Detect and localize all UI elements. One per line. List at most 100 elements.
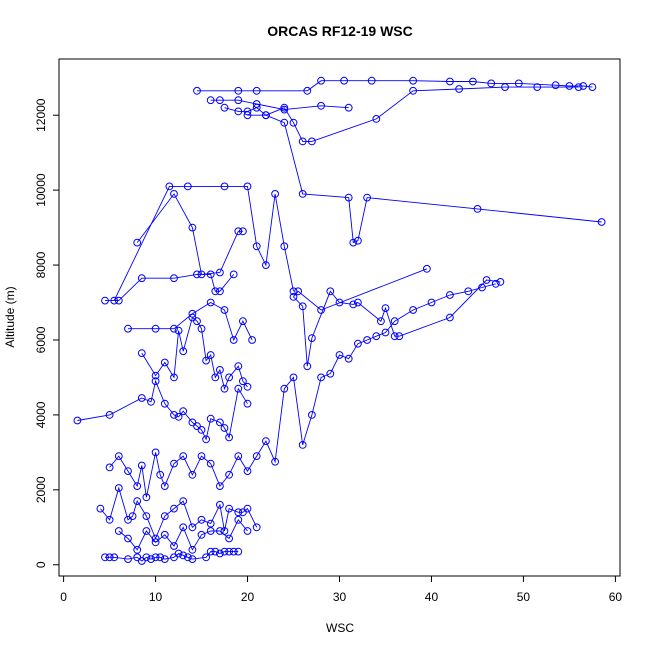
data-point (225, 373, 234, 382)
data-point (514, 79, 523, 88)
data-point (317, 76, 326, 85)
data-point (308, 411, 316, 419)
data-point (133, 545, 142, 554)
data-point (170, 542, 178, 550)
data-point (349, 238, 358, 247)
data-point (298, 190, 307, 198)
data-point (349, 300, 358, 309)
data-point (303, 86, 312, 95)
data-point (160, 482, 169, 491)
data-point (409, 76, 418, 85)
data-point (110, 296, 119, 305)
data-point (179, 551, 188, 560)
data-point (271, 457, 280, 466)
data-point (188, 545, 197, 554)
data-point (252, 523, 261, 532)
data-point (344, 354, 353, 363)
data-point (151, 534, 160, 543)
data-point (206, 547, 215, 556)
data-point (156, 553, 165, 562)
data-point (124, 555, 132, 563)
data-point (372, 332, 381, 341)
data-point (137, 274, 146, 283)
data-point (317, 306, 326, 314)
data-point (206, 298, 215, 307)
y-axis: 0 2000 4000 6000 8000 10000 12000 (34, 98, 59, 568)
data-point (142, 553, 151, 562)
data-point (216, 527, 224, 535)
data-point (220, 424, 229, 432)
data-point (160, 530, 169, 539)
data-point (137, 461, 146, 470)
data-point (220, 527, 229, 535)
data-point (326, 287, 335, 296)
data-point (170, 324, 178, 333)
data-point (326, 369, 335, 378)
data-point (473, 205, 482, 213)
data-point (124, 467, 132, 476)
y-axis-label: Altitude (m) (3, 286, 17, 347)
data-point (105, 515, 114, 524)
data-point (252, 242, 261, 251)
data-point (298, 441, 307, 449)
data-point (151, 377, 160, 386)
data-point (262, 111, 270, 120)
data-point (478, 283, 486, 292)
data-point (289, 373, 298, 382)
data-point (147, 555, 155, 563)
data-point (390, 332, 399, 341)
data-point (446, 77, 454, 86)
data-point (289, 118, 298, 127)
data-point (197, 426, 206, 434)
series-line-6 (105, 273, 235, 302)
data-point (335, 351, 344, 359)
data-point (142, 512, 151, 520)
data-point (216, 287, 224, 296)
data-point (96, 504, 105, 513)
data-point (491, 279, 500, 288)
data-point (588, 83, 597, 91)
data-point (220, 103, 229, 112)
data-point (446, 313, 454, 322)
data-point (151, 324, 160, 333)
data-point (216, 268, 224, 277)
data-point (151, 538, 160, 547)
data-point (409, 306, 418, 314)
data-point (565, 82, 574, 90)
data-point (188, 470, 197, 479)
data-point (487, 79, 496, 88)
data-point (280, 242, 289, 251)
data-point (239, 227, 247, 236)
data-point (110, 553, 119, 562)
y-tick-label: 12000 (34, 98, 48, 132)
data-point (216, 500, 224, 509)
data-point (188, 555, 197, 563)
data-point (183, 182, 192, 191)
data-point (252, 452, 261, 461)
data-point (234, 515, 243, 524)
data-point (206, 96, 215, 105)
data-point (197, 530, 206, 539)
data-point (114, 452, 123, 461)
data-point (234, 362, 243, 371)
data-point (124, 534, 132, 543)
data-point (220, 182, 229, 191)
data-point (533, 83, 542, 91)
data-point (179, 497, 188, 506)
data-point (229, 336, 238, 344)
series-line-14 (105, 551, 239, 562)
data-point (298, 137, 307, 146)
data-point (101, 296, 109, 305)
data-point (390, 317, 399, 326)
data-point (234, 452, 243, 461)
data-point (114, 296, 123, 305)
data-point (179, 407, 188, 416)
data-point (243, 527, 252, 535)
series-line-2 (210, 99, 349, 111)
series-line-3 (224, 86, 579, 142)
data-point (179, 347, 188, 356)
series-line-9 (292, 268, 501, 367)
data-point (220, 384, 229, 393)
data-point (193, 86, 201, 95)
data-point (289, 287, 298, 296)
